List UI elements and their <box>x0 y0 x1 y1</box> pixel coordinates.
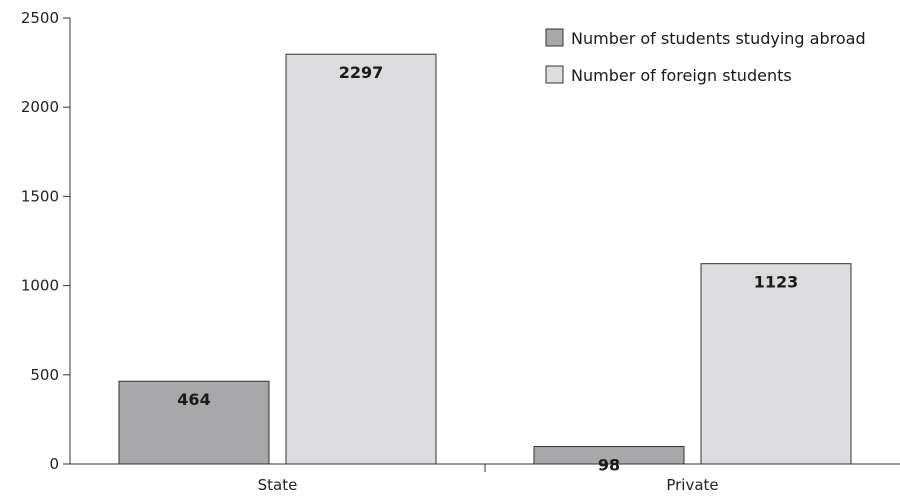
legend: Number of students studying abroad Number… <box>545 28 866 85</box>
legend-label: Number of students studying abroad <box>571 29 866 48</box>
x-axis: State Private <box>70 463 900 494</box>
bar-private-series-1 <box>533 446 685 465</box>
y-tick-label: 1500 <box>21 187 59 205</box>
data-label: 2297 <box>339 63 384 82</box>
bars: 464 2297 98 1123 <box>118 53 852 475</box>
y-tick-label: 500 <box>30 366 59 384</box>
y-tick-label: 2500 <box>21 9 59 27</box>
bar-state-series-2 <box>285 53 437 465</box>
legend-swatch <box>545 28 564 47</box>
bar-private-series-2 <box>700 263 852 465</box>
y-tick-label: 0 <box>49 455 59 473</box>
data-label: 1123 <box>754 273 799 292</box>
category-label: Private <box>666 476 718 494</box>
legend-label: Number of foreign students <box>571 66 792 85</box>
data-label: 464 <box>177 390 210 409</box>
bar-state-series-1 <box>118 380 270 465</box>
data-label: 98 <box>598 456 620 475</box>
y-axis: 0 500 1000 1500 2000 2500 <box>21 9 71 473</box>
y-tick-label: 1000 <box>21 277 59 295</box>
legend-swatch <box>545 65 564 84</box>
category-label: State <box>258 476 298 494</box>
y-tick-label: 2000 <box>21 98 59 116</box>
